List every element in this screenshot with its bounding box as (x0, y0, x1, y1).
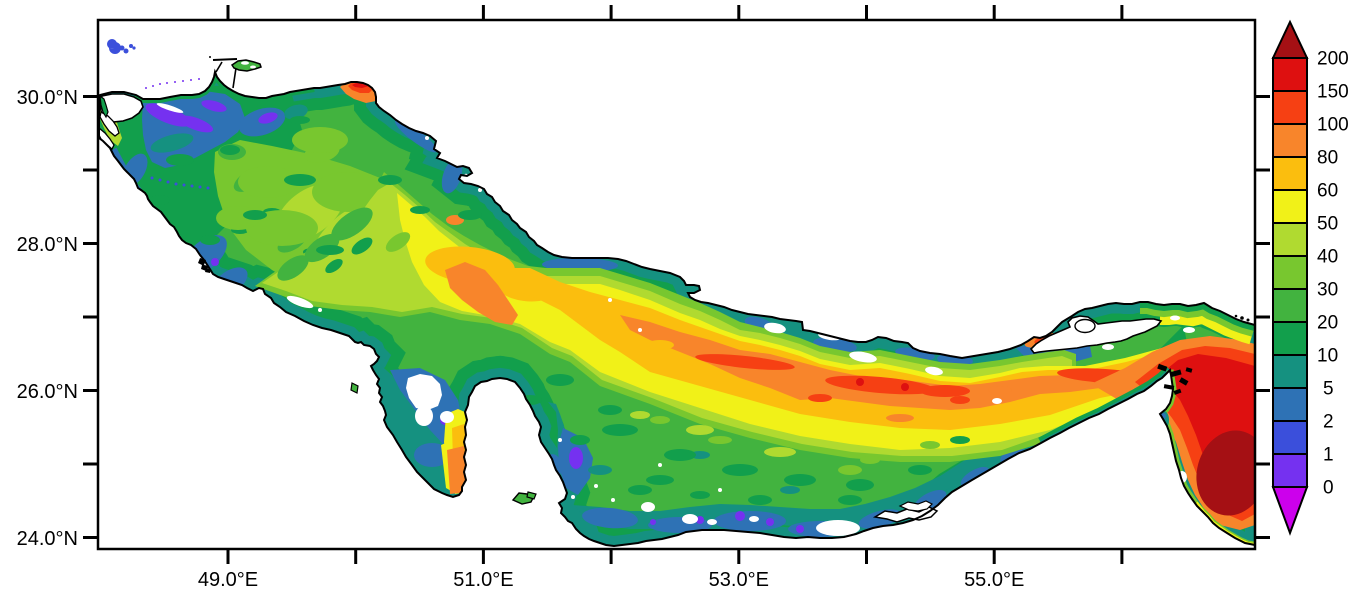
svg-text:80: 80 (1317, 148, 1338, 169)
svg-text:0: 0 (1323, 478, 1334, 499)
svg-text:200: 200 (1317, 49, 1349, 70)
svg-text:30: 30 (1317, 280, 1338, 301)
svg-text:150: 150 (1317, 82, 1349, 103)
svg-text:40: 40 (1317, 247, 1338, 268)
svg-text:53.0°E: 53.0°E (709, 569, 769, 591)
svg-text:26.0°N: 26.0°N (17, 381, 78, 403)
svg-text:51.0°E: 51.0°E (453, 569, 513, 591)
svg-text:20: 20 (1317, 313, 1338, 334)
svg-text:30.0°N: 30.0°N (17, 87, 78, 109)
svg-text:100: 100 (1317, 115, 1349, 136)
svg-text:5: 5 (1323, 379, 1334, 400)
svg-text:10: 10 (1317, 346, 1338, 367)
svg-text:60: 60 (1317, 181, 1338, 202)
svg-text:1: 1 (1323, 445, 1334, 466)
svg-text:24.0°N: 24.0°N (17, 528, 78, 550)
svg-text:55.0°E: 55.0°E (964, 569, 1024, 591)
svg-text:50: 50 (1317, 214, 1338, 235)
svg-text:49.0°E: 49.0°E (198, 569, 258, 591)
svg-text:28.0°N: 28.0°N (17, 234, 78, 256)
svg-text:2: 2 (1323, 412, 1334, 433)
